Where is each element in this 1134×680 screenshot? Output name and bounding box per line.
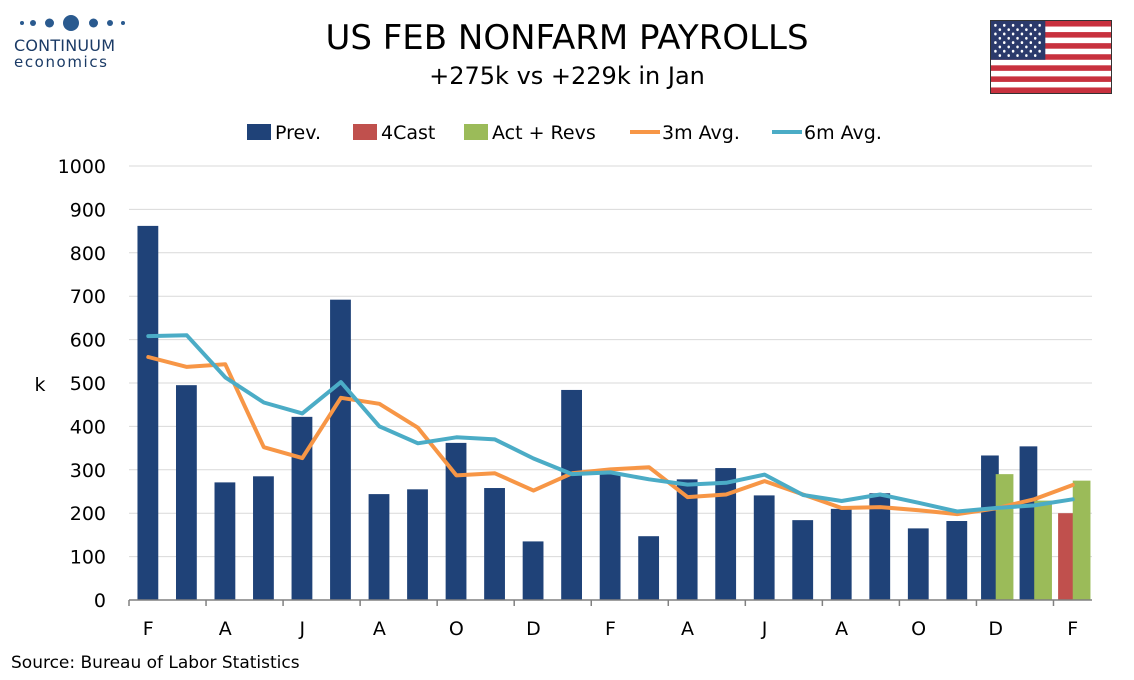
bar-prev [869,493,891,600]
legend-prev-swatch [247,124,271,140]
page-title: US FEB NONFARM PAYROLLS [325,18,809,58]
y-tick-label: 500 [70,373,106,395]
continuum-logo: CONTINUUM economics [14,12,139,71]
legend-6m-avg-label: 6m Avg. [804,122,882,144]
x-tick-label: J [299,618,306,640]
y-tick-label: 100 [70,547,106,569]
x-tick-label: A [835,618,848,640]
bar-prev [291,416,313,600]
x-tick-label: A [681,618,694,640]
bar-prev [946,521,968,600]
bar-prev [561,389,582,600]
bar-prev [792,520,814,600]
logo-line2: economics [14,53,109,71]
bar-prev [907,528,929,600]
us-flag-icon [990,20,1112,94]
x-tick-label: F [1067,618,1078,640]
page-subtitle: +275k vs +229k in Jan [429,62,705,90]
y-tick-label: 300 [70,460,106,482]
legend-prev-label: Prev. [275,122,321,144]
bar-prev [253,476,274,600]
bar-forecast [1058,513,1076,600]
legend-actual-label: Act + Revs [492,122,596,144]
bar-prev [484,488,505,600]
x-tick-label: F [605,618,616,640]
bar-actual [1034,500,1052,600]
bar-prev [676,479,698,600]
x-tick-label: A [373,618,386,640]
bar-prev [638,536,660,600]
y-axis-label: k [34,374,45,396]
y-tick-label: 600 [70,330,106,352]
x-tick-label: D [988,618,1003,640]
legend-forecast-label: 4Cast [381,122,435,144]
y-tick-label: 0 [94,590,106,612]
bar-prev [981,455,999,600]
legend-actual-swatch [464,124,488,140]
bar-prev [175,385,197,600]
y-tick-label: 1000 [58,156,106,178]
bar-prev [1019,446,1038,600]
bar-prev [214,482,236,600]
y-tick-label: 900 [70,199,106,221]
logo-dots-icon [14,12,139,34]
x-tick-label: D [526,618,541,640]
bar-prev [522,541,544,600]
source-note: Source: Bureau of Labor Statistics [11,653,300,673]
bar-actual [995,474,1014,600]
bar-actual [1072,480,1091,600]
legend-3m-avg-label: 3m Avg. [662,122,740,144]
bar-prev [368,494,390,600]
y-tick-label: 700 [70,286,106,308]
bar-prev [753,495,775,600]
logo-line1: CONTINUUM [14,36,116,55]
bar-prev [330,299,351,600]
bar-prev [137,225,159,600]
x-tick-label: A [219,618,232,640]
bar-prev [715,468,737,600]
legend-forecast-swatch [353,124,377,140]
bar-prev [599,474,621,600]
bar-prev [830,508,852,600]
bar-prev [407,489,428,600]
x-tick-label: F [143,618,154,640]
line-6m-avg [146,333,1075,514]
x-tick-label: O [911,618,926,640]
y-tick-label: 800 [70,243,106,265]
line-3m-avg [146,355,1075,517]
y-tick-label: 200 [70,503,106,525]
x-tick-label: O [449,618,464,640]
bar-prev [445,442,467,600]
x-tick-label: J [761,618,768,640]
y-tick-label: 400 [70,416,106,438]
